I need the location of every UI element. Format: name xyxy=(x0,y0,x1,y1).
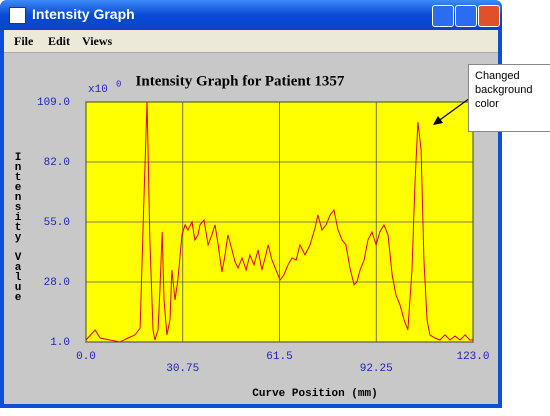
maximize-button[interactable] xyxy=(455,5,477,27)
menu-item[interactable]: Edit xyxy=(48,34,71,48)
x-tick-label: 123.0 xyxy=(456,351,489,363)
callout: Changed background color xyxy=(468,64,550,132)
menu-item[interactable]: File xyxy=(14,34,34,48)
y-tick-label: 28.0 xyxy=(44,277,70,289)
menu-bar: File Edit Views xyxy=(4,30,498,53)
y-tick-label: 1.0 xyxy=(50,337,70,349)
menu-item[interactable]: Views xyxy=(82,34,113,48)
minimize-button[interactable] xyxy=(432,5,454,27)
arrow-head xyxy=(433,116,443,125)
x-tick-label: 30.75 xyxy=(166,363,199,375)
data-line xyxy=(85,101,473,343)
y-scale-exponent: 0 xyxy=(116,79,121,89)
y-axis-label: Intensity Value xyxy=(12,152,24,302)
y-scale-base: x10 xyxy=(88,84,108,96)
chart-title: Intensity Graph for Patient 1357 xyxy=(136,73,345,89)
y-tick-label: 55.0 xyxy=(44,217,70,229)
title-bar: Intensity Graph xyxy=(0,0,502,30)
y-tick-label: 82.0 xyxy=(44,157,70,169)
app-icon xyxy=(9,7,26,24)
y-tick-label: 109.0 xyxy=(37,97,70,109)
callout-arrow xyxy=(436,97,471,123)
x-tick-label: 92.25 xyxy=(360,363,393,375)
x-axis-label: Curve Position (mm) xyxy=(252,388,377,400)
x-tick-label: 0.0 xyxy=(76,351,96,363)
close-button[interactable] xyxy=(478,5,500,27)
x-tick-label: 61.5 xyxy=(266,351,292,363)
window-title: Intensity Graph xyxy=(32,6,135,22)
